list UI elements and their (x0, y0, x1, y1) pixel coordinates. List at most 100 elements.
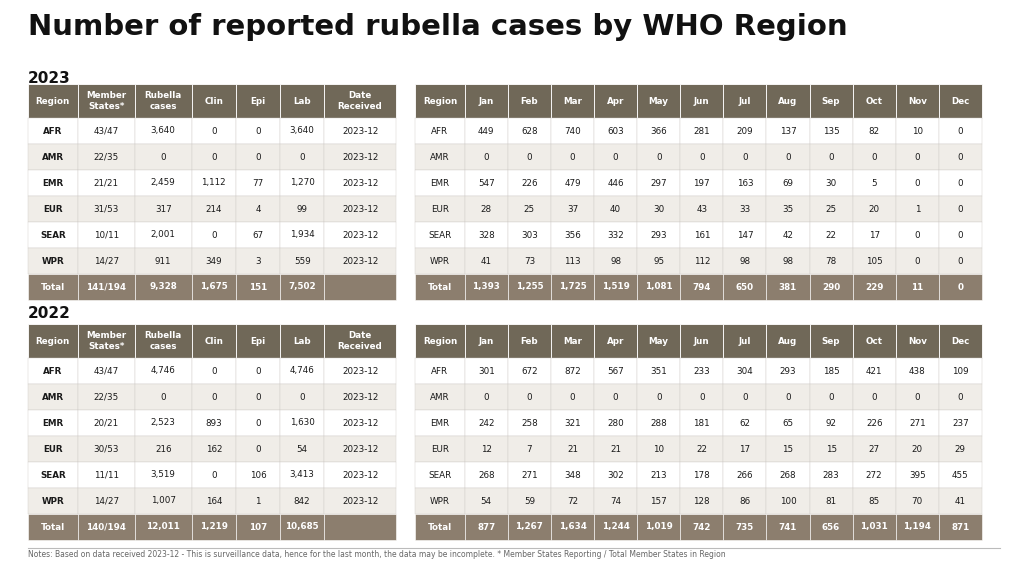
Bar (551, 144, 594, 170)
Bar (191, 170, 236, 196)
Text: 1,393: 1,393 (472, 282, 501, 291)
Bar (281, 274, 325, 300)
Bar (723, 196, 766, 222)
Bar (465, 462, 508, 488)
Text: 12,011: 12,011 (146, 522, 180, 532)
Text: 2023-12: 2023-12 (342, 204, 378, 214)
Text: 740: 740 (564, 127, 581, 135)
Text: 567: 567 (607, 366, 624, 376)
Text: 0: 0 (785, 392, 791, 401)
Bar (415, 488, 465, 514)
Bar (325, 196, 396, 222)
Text: 41: 41 (955, 497, 966, 506)
Text: 226: 226 (521, 179, 538, 188)
Text: Jun: Jun (694, 336, 710, 346)
Bar (325, 488, 396, 514)
Bar (723, 118, 766, 144)
Bar (723, 84, 766, 118)
Bar (28, 84, 78, 118)
Bar (236, 462, 281, 488)
Bar (637, 196, 680, 222)
Bar (810, 248, 853, 274)
Bar (28, 436, 78, 462)
Bar (508, 324, 551, 358)
Text: 321: 321 (564, 419, 581, 427)
Bar (896, 462, 939, 488)
Text: 30/53: 30/53 (93, 445, 119, 453)
Bar (508, 384, 551, 410)
Bar (325, 170, 396, 196)
Text: Jun: Jun (694, 97, 710, 105)
Text: 237: 237 (952, 419, 969, 427)
Text: 0: 0 (957, 392, 964, 401)
Text: 242: 242 (478, 419, 495, 427)
Bar (325, 462, 396, 488)
Text: 229: 229 (865, 282, 884, 291)
Text: Clin: Clin (205, 336, 223, 346)
Bar (191, 436, 236, 462)
Text: 438: 438 (909, 366, 926, 376)
Text: 2023-12: 2023-12 (342, 179, 378, 188)
Text: 20: 20 (868, 204, 880, 214)
Text: Rubella
cases: Rubella cases (144, 331, 182, 351)
Text: 105: 105 (866, 256, 883, 266)
Bar (325, 436, 396, 462)
Bar (135, 144, 191, 170)
Bar (853, 196, 896, 222)
Bar (465, 410, 508, 436)
Text: 59: 59 (524, 497, 535, 506)
Bar (415, 410, 465, 436)
Bar (281, 488, 325, 514)
Bar (853, 436, 896, 462)
Text: 161: 161 (693, 230, 710, 240)
Bar (281, 84, 325, 118)
Text: 1,267: 1,267 (515, 522, 544, 532)
Bar (810, 488, 853, 514)
Bar (28, 488, 78, 514)
Text: 14/27: 14/27 (93, 497, 119, 506)
Bar (191, 196, 236, 222)
Bar (551, 488, 594, 514)
Bar (28, 118, 78, 144)
Bar (28, 144, 78, 170)
Bar (853, 488, 896, 514)
Text: 162: 162 (206, 445, 222, 453)
Bar (680, 324, 723, 358)
Bar (939, 196, 982, 222)
Text: 271: 271 (909, 419, 926, 427)
Bar (415, 436, 465, 462)
Bar (135, 248, 191, 274)
Bar (680, 514, 723, 540)
Text: 2023-12: 2023-12 (342, 366, 378, 376)
Bar (723, 324, 766, 358)
Bar (508, 410, 551, 436)
Text: Nov: Nov (908, 97, 927, 105)
Bar (191, 84, 236, 118)
Bar (551, 324, 594, 358)
Bar (135, 462, 191, 488)
Bar (415, 222, 465, 248)
Text: 164: 164 (206, 497, 222, 506)
Text: 25: 25 (524, 204, 535, 214)
Bar (135, 274, 191, 300)
Text: Region: Region (36, 336, 70, 346)
Text: WPR: WPR (41, 497, 65, 506)
Bar (896, 144, 939, 170)
Bar (594, 436, 637, 462)
Text: 41: 41 (481, 256, 492, 266)
Text: Mar: Mar (563, 97, 582, 105)
Text: 181: 181 (693, 419, 710, 427)
Text: 290: 290 (822, 282, 841, 291)
Text: 15: 15 (825, 445, 837, 453)
Bar (896, 118, 939, 144)
Bar (853, 358, 896, 384)
Text: SEAR: SEAR (428, 230, 452, 240)
Bar (766, 222, 810, 248)
Bar (680, 436, 723, 462)
Bar (723, 514, 766, 540)
Bar (896, 410, 939, 436)
Text: 157: 157 (650, 497, 667, 506)
Text: 42: 42 (782, 230, 794, 240)
Text: 293: 293 (779, 366, 797, 376)
Text: 214: 214 (206, 204, 222, 214)
